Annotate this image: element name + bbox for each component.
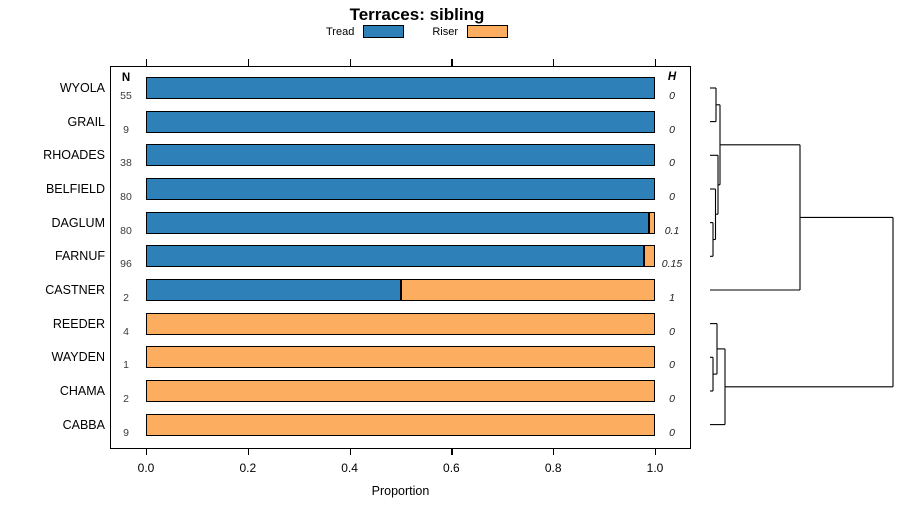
bar-segment-tread <box>146 177 655 200</box>
row-label-reeder: REEDER <box>52 316 105 331</box>
bar-segment-riser <box>146 379 655 402</box>
n-value: 4 <box>123 325 129 338</box>
row-label-daglum: DAGLUM <box>51 215 105 230</box>
bar-segment-tread <box>146 77 655 99</box>
h-value: 0 <box>669 90 675 102</box>
n-value: 55 <box>120 90 132 102</box>
axis-tick-top <box>655 59 657 66</box>
h-value: 0 <box>669 359 675 372</box>
h-value: 0 <box>669 123 675 136</box>
axis-tick-top <box>146 59 148 66</box>
legend-label: Tread <box>326 25 355 38</box>
h-value: 0.1 <box>664 224 680 237</box>
n-value: 9 <box>123 426 129 439</box>
axis-tick-top <box>247 59 250 66</box>
row-label-belfield: BELFIELD <box>45 181 105 196</box>
row-label-grail: GRAIL <box>67 114 105 129</box>
legend-label: Riser <box>432 25 458 38</box>
n-value: 2 <box>123 392 129 405</box>
legend-item-tread: Tread <box>326 25 405 38</box>
row-label-farnuf: FARNUF <box>55 249 105 264</box>
row-label-chama: CHAMA <box>59 383 105 398</box>
h-column-header: H <box>667 71 677 83</box>
axis-tick-bottom <box>146 448 148 455</box>
bar-segment-riser <box>648 211 655 234</box>
n-value: 38 <box>120 157 132 170</box>
bar-segment-riser <box>400 278 655 301</box>
row-label-cabba: CABBA <box>62 417 105 432</box>
bar-segment-tread <box>146 110 655 133</box>
h-value: 0 <box>669 157 675 170</box>
row-label-wyola: WYOLA <box>59 81 105 95</box>
row-label-rhoades: RHOADES <box>43 148 105 163</box>
n-value: 80 <box>120 224 132 237</box>
chart-title: Terraces: sibling <box>349 5 485 24</box>
h-value: 0 <box>669 325 675 338</box>
axis-tick-label: 0.0 <box>137 461 155 475</box>
legend: Tread Riser <box>0 25 834 38</box>
n-value: 1 <box>123 359 129 372</box>
row-label-wayden: WAYDEN <box>51 350 105 365</box>
legend-swatch-riser <box>467 25 508 38</box>
axis-tick-label: 0.4 <box>341 461 358 475</box>
bar-segment-riser <box>644 245 655 268</box>
axis-tick-bottom <box>553 448 555 455</box>
h-value: 0 <box>669 190 675 203</box>
bar-segment-riser <box>146 346 655 369</box>
bar-segment-tread <box>146 278 401 301</box>
axis-tick-label: 0.6 <box>443 461 460 475</box>
axis-tick-label: 0.2 <box>239 461 257 475</box>
axis-tick-top <box>553 59 555 66</box>
x-axis-label: Proportion <box>371 484 430 498</box>
bar-segment-tread <box>146 211 649 234</box>
h-value: 1 <box>669 291 675 304</box>
legend-item-riser: Riser <box>432 25 508 38</box>
h-value: 0.15 <box>661 258 683 271</box>
n-value: 2 <box>123 291 129 304</box>
axis-tick-top <box>451 59 453 66</box>
bar-segment-tread <box>146 245 645 268</box>
h-value: 0 <box>669 426 675 439</box>
axis-tick-bottom <box>349 448 351 455</box>
axis-tick-bottom <box>247 448 250 455</box>
h-value: 0 <box>669 392 675 405</box>
bar-segment-riser <box>146 312 655 335</box>
bar-segment-riser <box>146 413 655 436</box>
n-column-header: N <box>121 72 131 84</box>
axis-tick-label: 1.0 <box>646 461 664 475</box>
n-value: 9 <box>123 123 129 136</box>
n-value: 96 <box>120 258 132 271</box>
axis-tick-bottom <box>655 448 657 455</box>
n-value: 80 <box>120 190 132 203</box>
bar-segment-tread <box>146 144 655 167</box>
row-label-castner: CASTNER <box>45 282 105 297</box>
legend-swatch-tread <box>363 25 405 38</box>
axis-tick-label: 0.8 <box>544 461 562 475</box>
axis-tick-bottom <box>451 448 453 455</box>
axis-tick-top <box>349 59 351 66</box>
